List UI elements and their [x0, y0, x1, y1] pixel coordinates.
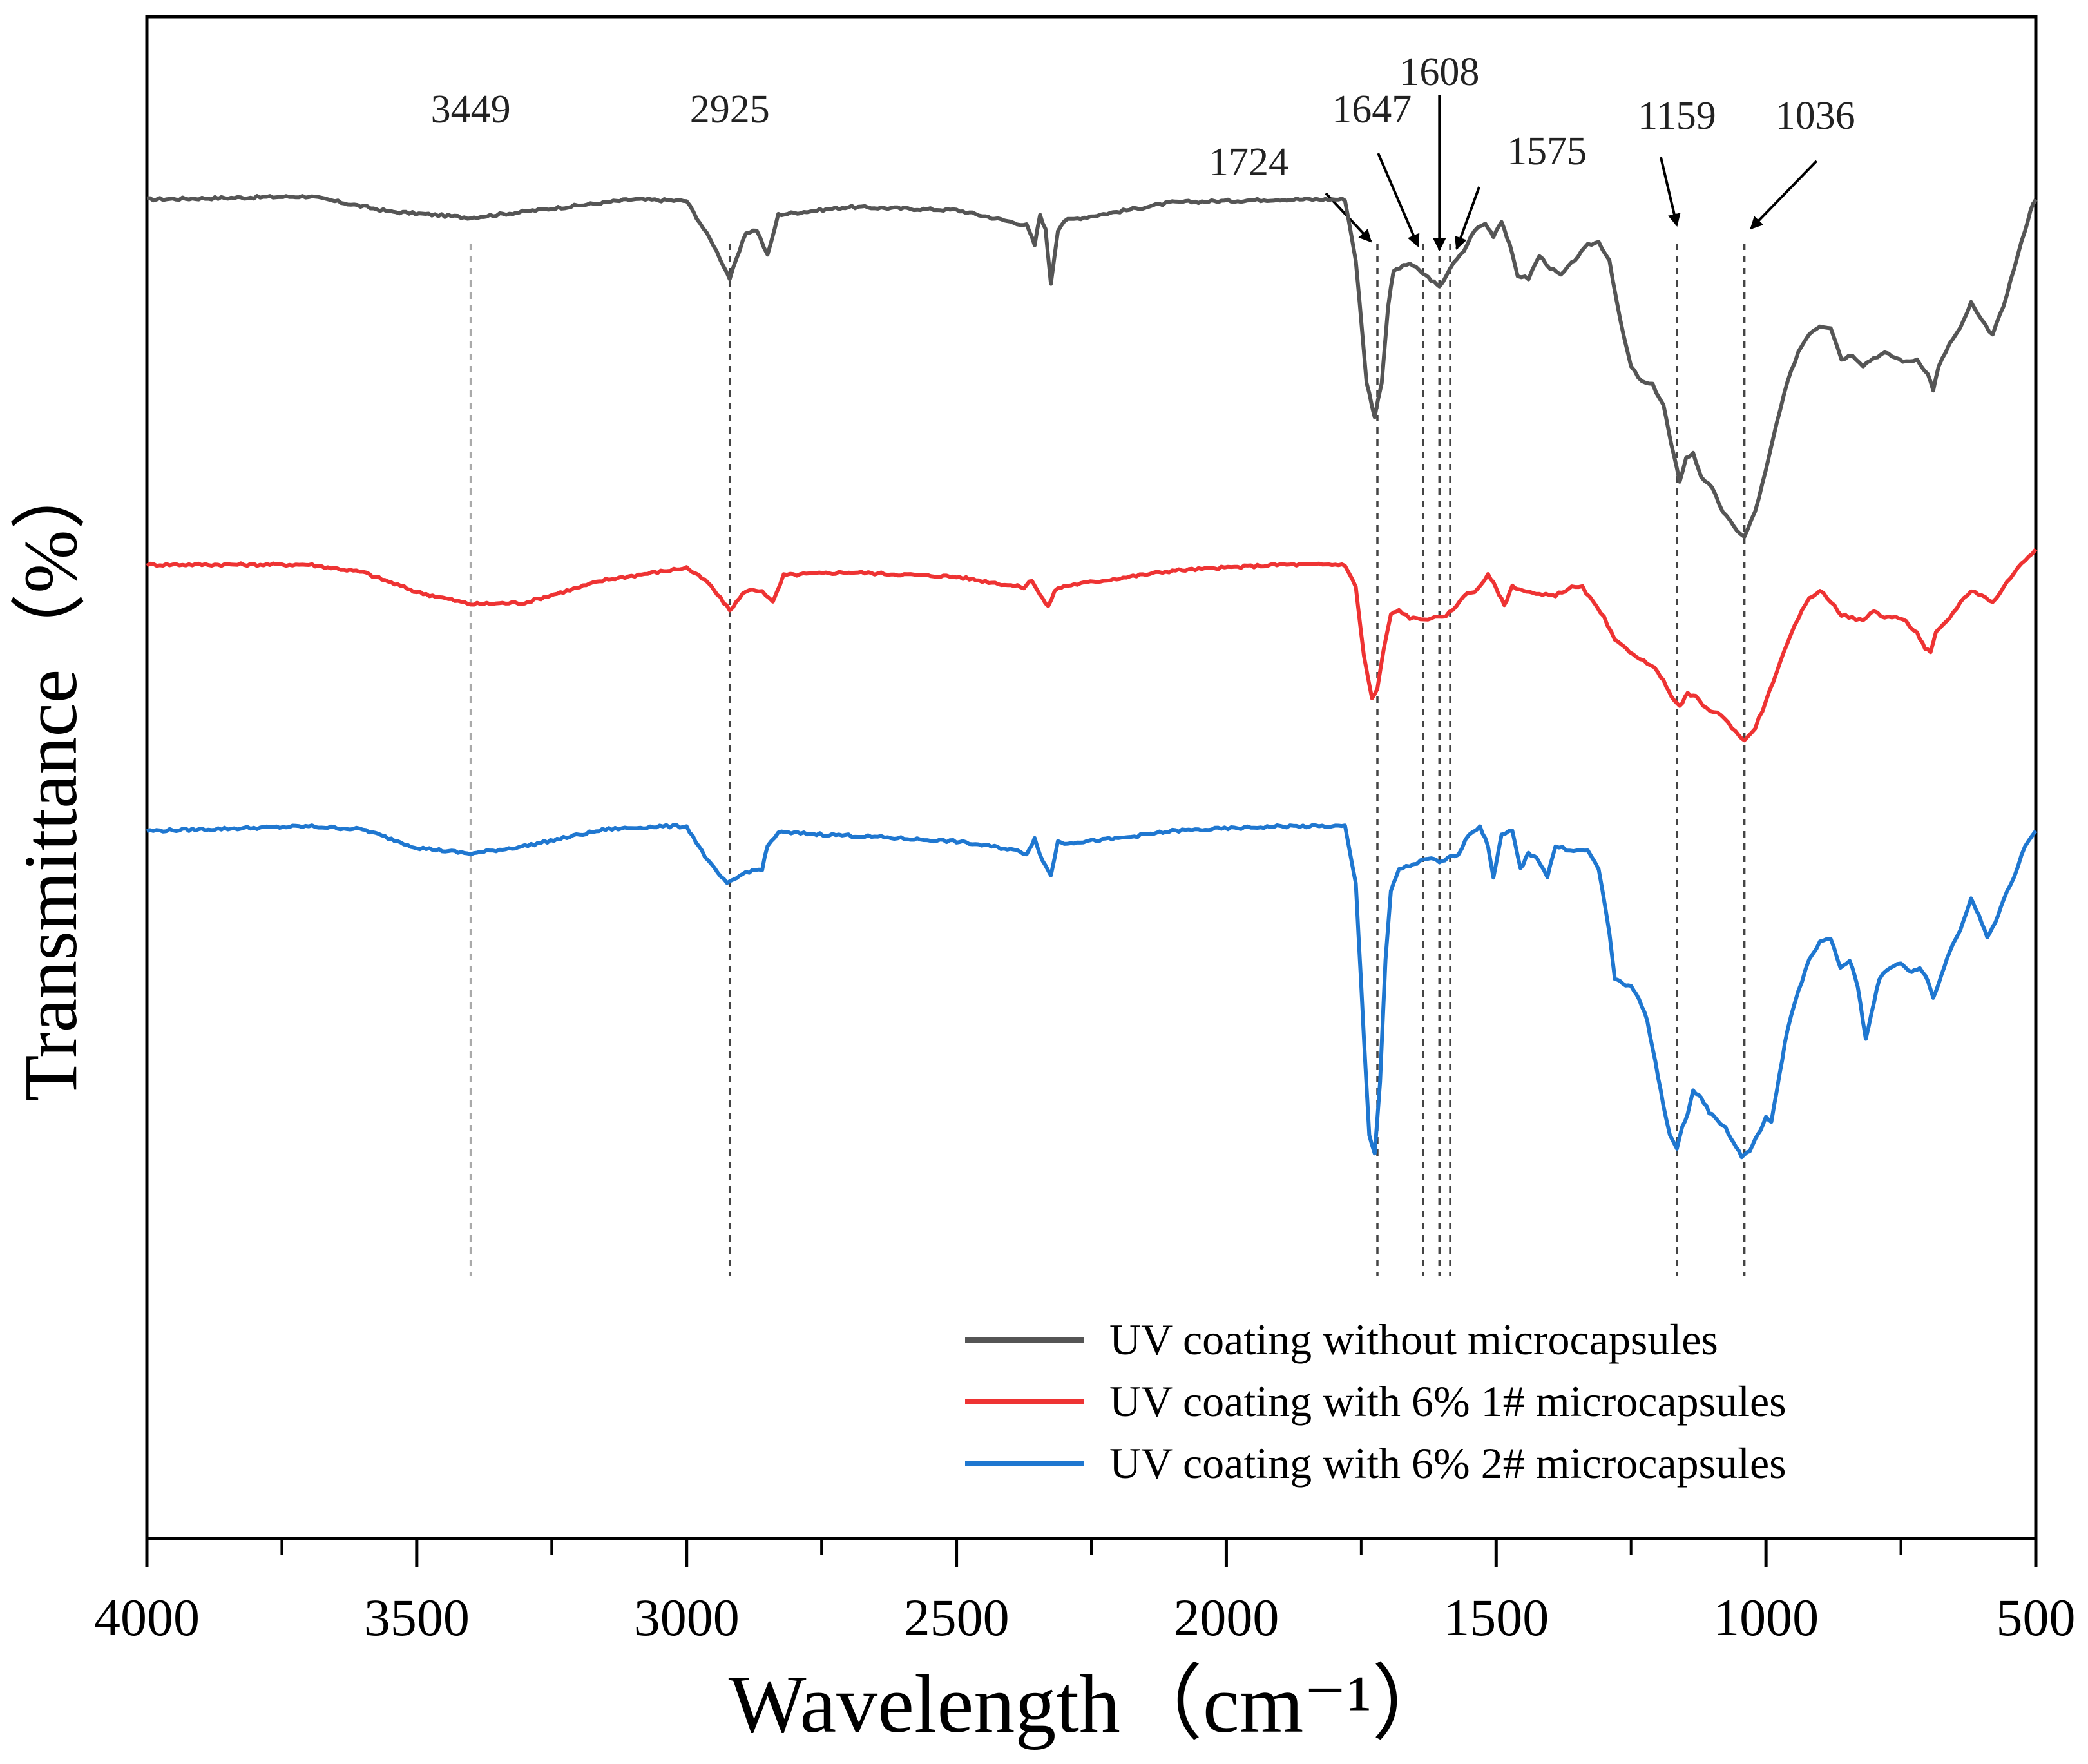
series-line-2: [146, 823, 2038, 1160]
x-axis-label: Wavelength（cm⁻¹）: [729, 1658, 1454, 1750]
peak-label-3449: 3449: [431, 88, 511, 131]
peak-arrow-1159: [1659, 157, 1681, 227]
peak-arrow-1647: [1377, 153, 1420, 247]
peak-label-1575: 1575: [1507, 129, 1587, 173]
peak-arrow-1575: [1454, 186, 1480, 250]
series-lines: [146, 194, 2038, 1160]
x-tick-label-3500: 3500: [364, 1588, 470, 1647]
peak-label-1608: 1608: [1399, 50, 1479, 94]
legend-label-series-1: UV coating with 6% 1# microcapsules: [1109, 1377, 1786, 1426]
x-tick-label-3000: 3000: [634, 1588, 740, 1647]
peak-label-1159: 1159: [1638, 94, 1716, 138]
legend-label-series-0: UV coating without microcapsules: [1109, 1315, 1718, 1364]
y-axis-label: Transmittance（%）: [8, 454, 93, 1101]
series-line-1: [146, 548, 2038, 743]
x-tick-label-1000: 1000: [1713, 1588, 1819, 1647]
x-tick-label-4000: 4000: [94, 1588, 200, 1647]
x-tick-label-2000: 2000: [1173, 1588, 1279, 1647]
peak-label-1724: 1724: [1209, 140, 1288, 184]
x-tick-label-500: 500: [1997, 1588, 2076, 1647]
x-tick-label-2500: 2500: [904, 1588, 1010, 1647]
x-axis-ticks: 4000 3500 3000 2500 2000 1500 1000 500: [94, 1539, 2076, 1647]
legend-label-series-2: UV coating with 6% 2# microcapsules: [1109, 1439, 1786, 1488]
series-line-0: [146, 194, 2038, 539]
peak-label-2925: 2925: [690, 88, 770, 131]
peak-label-1036: 1036: [1776, 94, 1855, 138]
peak-label-1647: 1647: [1332, 88, 1412, 131]
legend: UV coating without microcapsules UV coat…: [965, 1315, 1786, 1488]
peak-arrow-1036: [1750, 160, 1818, 230]
x-tick-label-1500: 1500: [1443, 1588, 1549, 1647]
